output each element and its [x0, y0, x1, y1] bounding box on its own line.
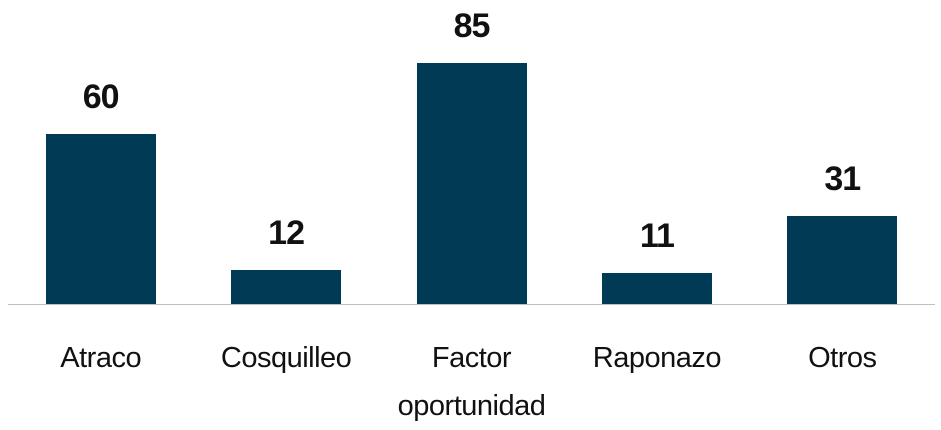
x-tick-label: Raponazo [592, 342, 722, 374]
bar [231, 269, 342, 304]
bar [45, 133, 156, 304]
baseline [8, 304, 935, 305]
value-label: 85 [453, 7, 491, 45]
x-tick-label: Factor oportunidad [397, 342, 546, 422]
bar [787, 216, 898, 304]
x-tick-label: Atraco [60, 342, 142, 374]
value-label: 11 [639, 216, 675, 255]
bar [601, 272, 712, 304]
value-label: 31 [824, 160, 861, 199]
value-label: 60 [82, 77, 120, 116]
x-tick-label: Otros [808, 342, 877, 374]
bar [416, 63, 527, 304]
x-tick-label: Cosquilleo [220, 342, 352, 374]
value-label: 12 [268, 213, 305, 252]
